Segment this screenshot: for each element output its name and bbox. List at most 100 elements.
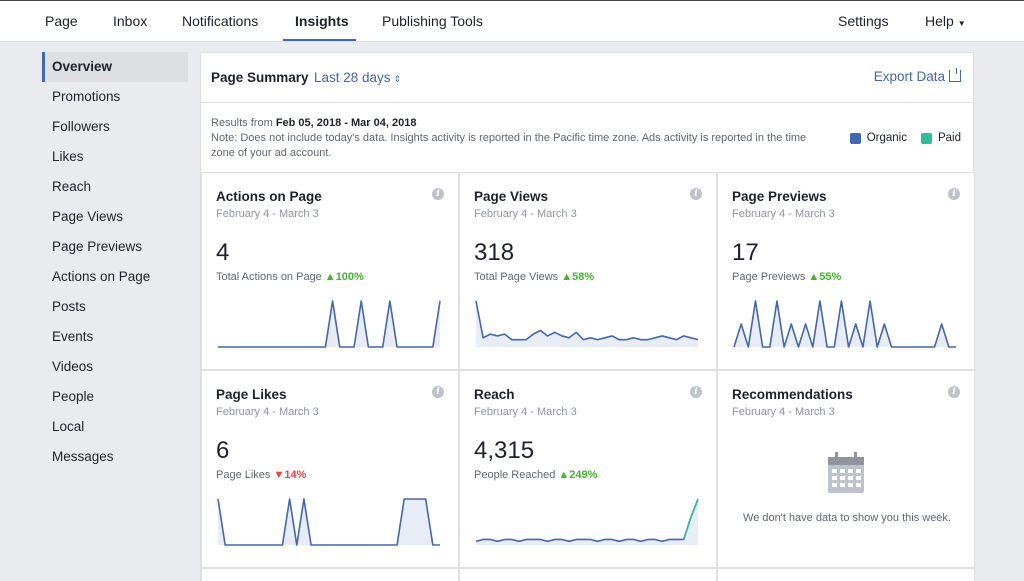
sidebar-item-page-views[interactable]: Page Views — [52, 209, 124, 224]
summary-notes: Results from Feb 05, 2018 - Mar 04, 2018… — [211, 116, 831, 161]
organic-swatch — [849, 132, 861, 144]
sidebar-item-promotions[interactable]: Promotions — [52, 89, 121, 104]
top-navigation: Page Inbox Notifications Insights Publis… — [0, 0, 1024, 42]
tab-insights[interactable]: Insights — [295, 13, 349, 29]
sparkline-area — [476, 301, 698, 347]
sidebar-item-posts[interactable]: Posts — [52, 299, 86, 314]
info-icon[interactable]: i — [690, 188, 702, 200]
card-page-views[interactable]: Page Views February 4 - March 3 i 318 To… — [459, 172, 717, 370]
sidebar-item-actions-on-page[interactable]: Actions on Page — [52, 269, 151, 284]
card-date-range: February 4 - March 3 — [216, 208, 319, 220]
help-label: Help — [925, 13, 954, 29]
results-prefix: Results from — [211, 117, 273, 129]
card-value: 4 — [216, 239, 230, 266]
sidebar-item-reach[interactable]: Reach — [52, 179, 92, 194]
date-range-select[interactable]: Last 28 days ⇕ — [314, 70, 401, 85]
sidebar-item-likes[interactable]: Likes — [52, 149, 84, 164]
card-page-likes[interactable]: Page Likes February 4 - March 3 i 6 Page… — [201, 370, 459, 568]
sparkline-organic-line — [218, 300, 441, 348]
download-icon — [949, 68, 961, 82]
export-data-button[interactable]: Export Data — [873, 68, 961, 84]
sparkline-chart — [475, 498, 699, 545]
card-partial — [717, 568, 975, 581]
sidebar-item-overview[interactable]: Overview — [42, 52, 188, 82]
page-summary-title: Page Summary — [211, 70, 309, 85]
metric-label: Total Actions on Page — [216, 271, 322, 283]
chart-legend: Organic Paid — [836, 132, 961, 144]
card-title: Actions on Page — [216, 189, 322, 204]
help-menu[interactable]: Help ▼ — [925, 13, 966, 29]
info-icon[interactable]: i — [432, 188, 444, 200]
metric-label: Total Page Views — [474, 271, 559, 283]
sparkline-area — [218, 499, 440, 545]
trend-value: 55% — [819, 271, 842, 283]
paid-swatch — [920, 132, 932, 144]
page-summary-panel: Page Summary Last 28 days ⇕ Export Data R… — [200, 52, 975, 581]
sparkline-chart — [475, 300, 699, 347]
sparkline-organic-line — [475, 498, 699, 543]
card-title: Page Views — [474, 189, 549, 204]
card-partial — [459, 568, 717, 581]
sidebar-item-videos[interactable]: Videos — [52, 359, 94, 374]
empty-state-message: We don't have data to show you this week… — [743, 512, 951, 524]
tab-inbox[interactable]: Inbox — [113, 13, 148, 29]
sparkline-chart — [733, 300, 956, 348]
trend-value: 14% — [284, 469, 307, 481]
card-title: Reach — [474, 387, 515, 402]
legend-item-organic: Organic — [849, 132, 907, 144]
info-icon[interactable]: i — [948, 188, 960, 200]
card-date-range: February 4 - March 3 — [732, 208, 835, 220]
tab-notifications[interactable]: Notifications — [182, 13, 259, 29]
date-range-label: Last 28 days — [314, 70, 391, 85]
card-value: 318 — [474, 239, 515, 266]
card-reach[interactable]: Reach February 4 - March 3 i 4,315 Peopl… — [459, 370, 717, 568]
sparkline-organic-line — [217, 498, 440, 546]
calendar-icon — [828, 452, 864, 493]
sidebar-item-page-previews[interactable]: Page Previews — [52, 239, 143, 254]
trend-indicator: ▲58% — [561, 271, 595, 283]
results-date-range: Feb 05, 2018 - Mar 04, 2018 — [275, 117, 417, 129]
card-recommendations[interactable]: Recommendations February 4 - March 3 i W… — [717, 370, 975, 568]
trend-indicator: ▲100% — [324, 271, 364, 283]
chevron-down-icon: ▼ — [957, 19, 966, 28]
card-date-range: February 4 - March 3 — [216, 406, 319, 418]
trend-value: 58% — [572, 271, 595, 283]
sidebar-item-events[interactable]: Events — [52, 329, 94, 344]
sidebar-item-local[interactable]: Local — [52, 419, 85, 434]
sparkline-chart — [218, 300, 441, 348]
sidebar-item-messages[interactable]: Messages — [52, 449, 114, 464]
card-metric: Total Actions on Page ▲100% — [216, 271, 364, 283]
timezone-note: Note: Does not include today's data. Ins… — [211, 132, 807, 159]
export-data-label: Export Data — [873, 69, 945, 84]
tab-settings[interactable]: Settings — [838, 13, 889, 29]
info-icon[interactable]: i — [432, 386, 444, 398]
card-title: Page Previews — [732, 189, 827, 204]
card-actions-on-page[interactable]: Actions on Page February 4 - March 3 i 4… — [201, 172, 459, 370]
card-value: 17 — [732, 239, 759, 266]
sparkline-chart — [217, 498, 440, 546]
sidebar-item-followers[interactable]: Followers — [52, 119, 110, 134]
card-date-range: February 4 - March 3 — [474, 208, 577, 220]
card-page-previews[interactable]: Page Previews February 4 - March 3 i 17 … — [717, 172, 975, 370]
card-partial — [201, 568, 459, 581]
legend-label-paid: Paid — [937, 132, 961, 144]
sparkline-paid-line — [682, 498, 699, 540]
sparkline-area — [476, 499, 698, 545]
trend-value: 249% — [569, 469, 598, 481]
trend-value: 100% — [335, 271, 364, 283]
legend-item-paid: Paid — [920, 132, 961, 144]
sparkline-organic-line — [475, 300, 699, 341]
info-icon[interactable]: i — [690, 386, 702, 398]
sparkline-organic-line — [733, 300, 956, 348]
card-date-range: February 4 - March 3 — [732, 406, 835, 418]
tab-publishing-tools[interactable]: Publishing Tools — [382, 13, 483, 29]
trend-indicator: ▲249% — [558, 469, 598, 481]
card-title: Page Likes — [216, 387, 287, 402]
sidebar-item-people[interactable]: People — [52, 389, 95, 404]
card-metric: Page Previews ▲55% — [732, 271, 841, 283]
active-tab-indicator — [283, 39, 356, 41]
info-icon[interactable]: i — [948, 386, 960, 398]
metric-label: People Reached — [474, 469, 556, 481]
tab-page[interactable]: Page — [45, 13, 78, 29]
trend-indicator: ▼14% — [273, 469, 307, 481]
